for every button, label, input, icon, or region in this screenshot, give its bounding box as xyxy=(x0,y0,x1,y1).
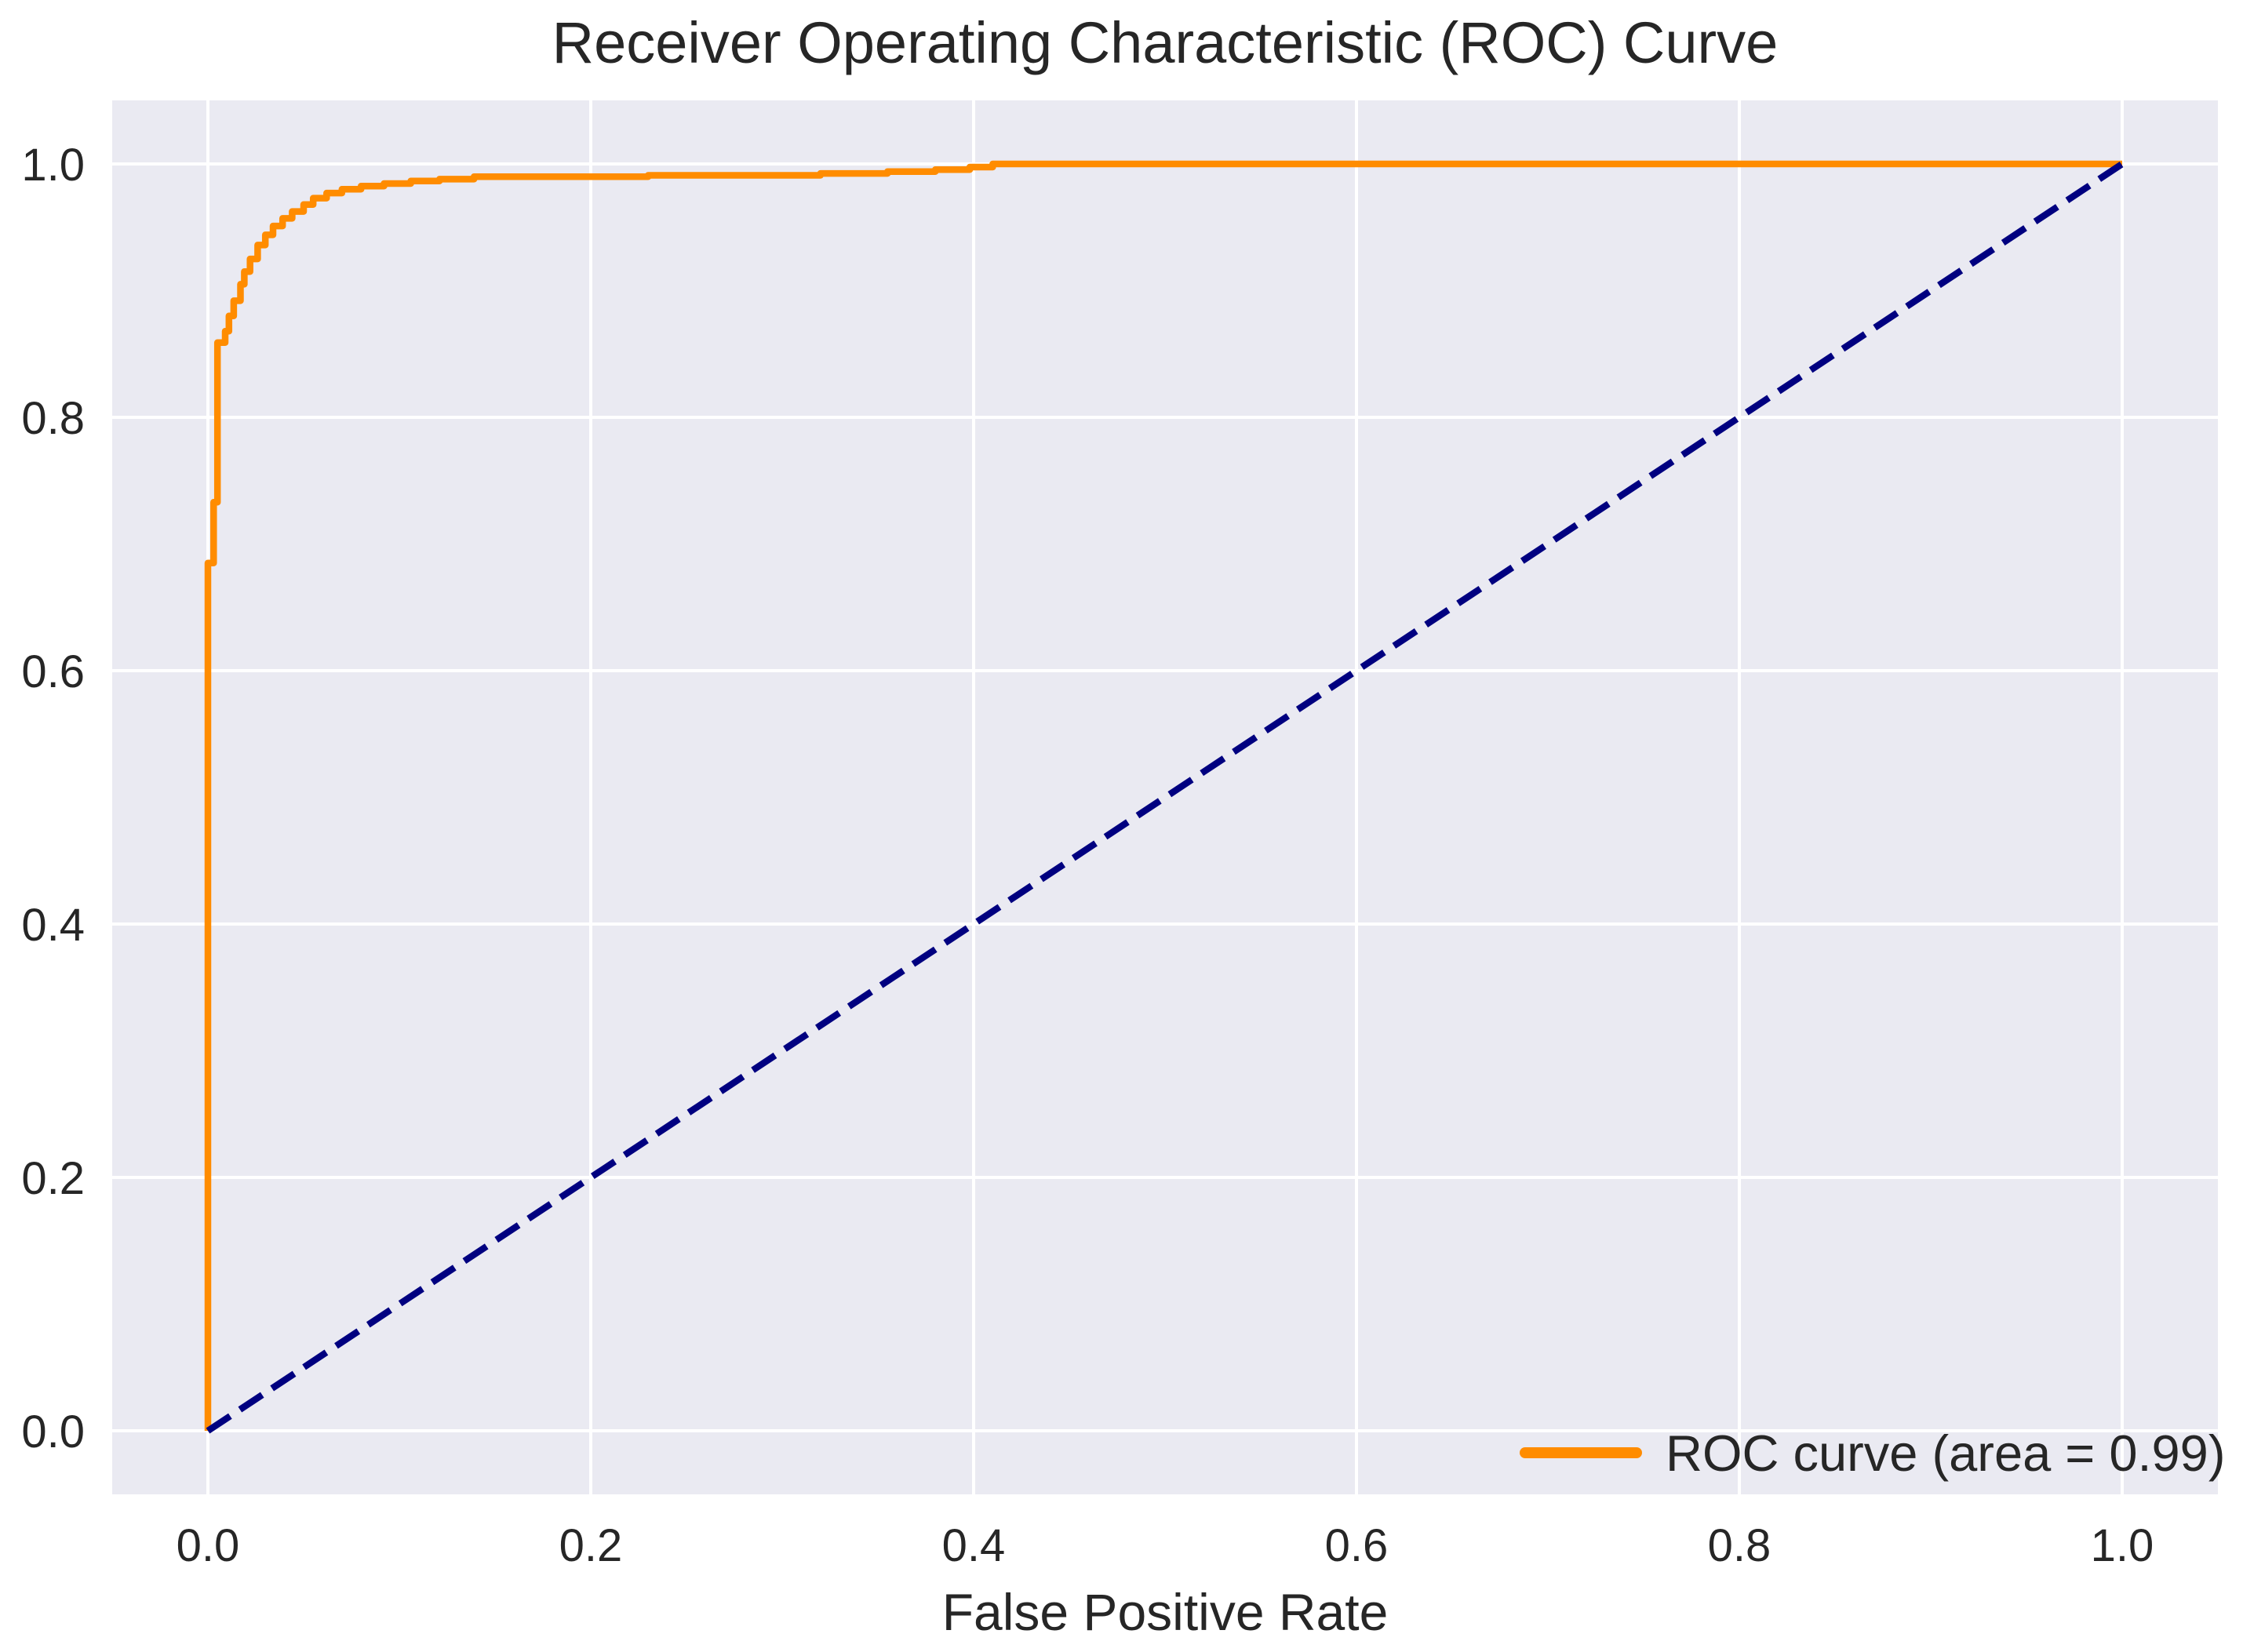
x-tick-label: 0.6 xyxy=(1325,1520,1389,1571)
gridlines xyxy=(112,100,2218,1494)
x-tick-label: 0.8 xyxy=(1708,1520,1771,1571)
x-tick-label: 0.0 xyxy=(177,1520,240,1571)
roc-curve-line xyxy=(204,160,2122,1431)
legend: ROC curve (area = 0.99) xyxy=(1520,1425,2225,1482)
chart-title: Receiver Operating Characteristic (ROC) … xyxy=(552,10,1779,75)
y-tick-label: 0.4 xyxy=(21,900,85,951)
legend-roc-label: ROC curve (area = 0.99) xyxy=(1666,1425,2225,1482)
data-series xyxy=(204,160,2125,1434)
y-tick-label: 1.0 xyxy=(21,140,85,191)
x-tick-label: 0.2 xyxy=(559,1520,623,1571)
y-tick-labels: 0.0 0.2 0.4 0.6 0.8 1.0 xyxy=(21,140,85,1457)
plot-area xyxy=(112,100,2218,1494)
x-tick-label: 1.0 xyxy=(2091,1520,2154,1571)
x-axis-label: False Positive Rate xyxy=(942,1583,1389,1641)
y-tick-label: 0.0 xyxy=(21,1406,85,1457)
y-tick-label: 0.8 xyxy=(21,393,85,444)
y-tick-label: 0.2 xyxy=(21,1153,85,1204)
x-tick-labels: 0.0 0.2 0.4 0.6 0.8 1.0 xyxy=(177,1520,2154,1571)
y-tick-label: 0.6 xyxy=(21,646,85,697)
x-tick-label: 0.4 xyxy=(942,1520,1006,1571)
